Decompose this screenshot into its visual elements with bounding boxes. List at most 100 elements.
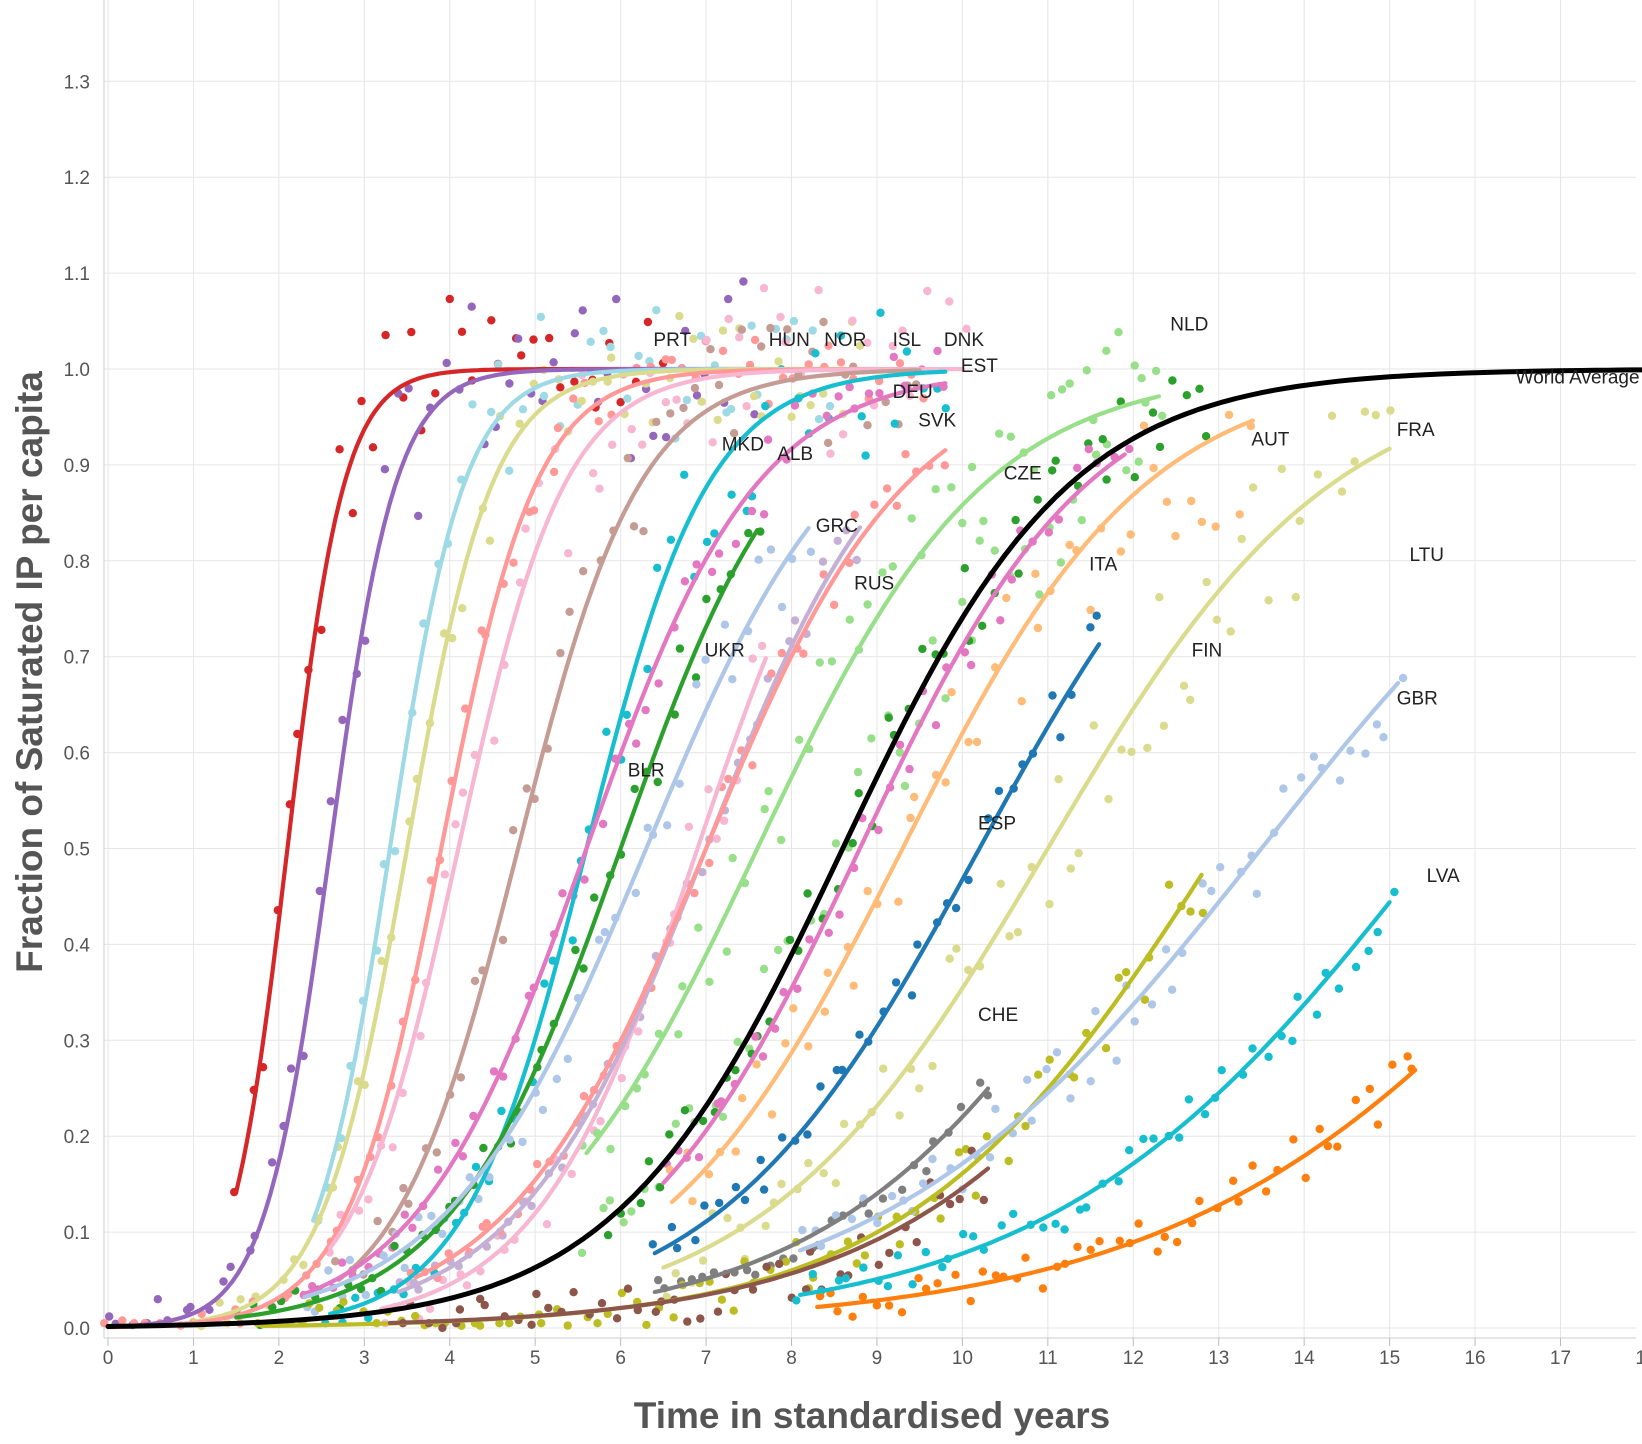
data-point-unnamed [1011, 515, 1020, 525]
data-point-ita [731, 1182, 741, 1192]
data-point-nor [487, 407, 496, 417]
data-point-gbr [1312, 1010, 1322, 1019]
data-point-che [623, 1284, 633, 1293]
y-tick-label: 1.1 [64, 264, 90, 285]
x-tick-label: 8 [786, 1348, 797, 1369]
data-point-isl [697, 397, 706, 406]
data-point-aut [738, 1094, 747, 1103]
data-point-unnamed [805, 935, 814, 944]
data-point-gbr [1200, 1110, 1210, 1119]
data-point-prt [570, 377, 579, 386]
data-point-cze [777, 835, 786, 845]
data-point-lva [978, 1267, 987, 1276]
data-point-hun [692, 391, 702, 400]
data-point-blr [600, 927, 609, 937]
data-point-unnamed [895, 740, 905, 750]
data-point-cze [878, 568, 887, 577]
data-point-dnk [836, 358, 846, 367]
data-point-che [597, 1299, 607, 1308]
data-point-lva [933, 1279, 942, 1288]
x-tick-label: 0 [103, 1348, 114, 1369]
data-point-blr [538, 1105, 548, 1115]
data-point-aut [947, 688, 956, 697]
data-point-cze [1137, 374, 1146, 383]
series-label-fin: FIN [1192, 641, 1223, 662]
data-point-ltu [1147, 1000, 1157, 1009]
series-label-ltu: LTU [1410, 545, 1444, 566]
data-point-mkd [400, 1210, 409, 1219]
data-point-ita [907, 991, 917, 1000]
data-point-ltu [1346, 746, 1355, 755]
data-point-alb [268, 1303, 277, 1312]
data-point-ltu [918, 1179, 928, 1188]
data-point-fra [1127, 747, 1136, 757]
data-point-fra [1104, 794, 1113, 804]
data-point-ltu [1091, 1007, 1100, 1016]
data-point-unnamed [694, 1153, 704, 1162]
data-point-dnk [804, 360, 813, 369]
data-point-rus [527, 1201, 536, 1211]
data-point-lva [884, 1301, 894, 1310]
data-point-fin [717, 1295, 727, 1304]
data-point-fin [971, 1191, 980, 1200]
data-point-mkd [451, 1138, 460, 1148]
data-point-unnamed [1084, 445, 1094, 454]
data-point-lva [858, 1292, 867, 1302]
data-point-est [416, 1031, 425, 1041]
data-point-hun [514, 334, 523, 343]
data-point-ltu [1052, 1048, 1062, 1057]
data-point-aut [1017, 697, 1026, 706]
fit-curve-unnamed [610, 403, 1213, 1219]
data-point-ltu [991, 1104, 1000, 1114]
data-point-nld [867, 734, 876, 743]
data-point-hun [226, 1262, 235, 1272]
data-point-alb [744, 528, 753, 538]
data-point-est [781, 338, 790, 347]
data-point-nor [789, 316, 799, 326]
data-point-unnamed [854, 789, 863, 798]
y-tick-labels: 0.0 0.1 0.2 0.3 0.4 0.5 0.6 0.7 0.8 0.9 1.0 1.1 1.2 1… [64, 72, 91, 1340]
data-point-gbr [859, 1263, 868, 1272]
data-point-est [458, 788, 468, 797]
data-point-fin [895, 1240, 904, 1249]
data-point-cze [845, 615, 854, 624]
data-point-mkd [632, 739, 641, 748]
data-point-lva [1333, 1142, 1342, 1151]
data-point-aut [789, 1004, 798, 1013]
data-point-che [527, 1320, 536, 1330]
data-point-fin [1198, 908, 1208, 918]
y-tick-label: 0.4 [64, 935, 91, 956]
data-point-fra [671, 1269, 680, 1278]
data-point-cze [827, 657, 837, 666]
data-point-cze [815, 658, 824, 667]
data-point-lva [951, 1270, 960, 1280]
data-point-nor [682, 395, 692, 405]
data-point-est [838, 430, 848, 439]
country-labels: PRT HUN NOR ISL DNK EST DEU SVK MKD ALB BLR UKR RUS G… [628, 315, 1640, 1026]
data-point-aut [823, 968, 832, 977]
data-point-cze [1057, 385, 1067, 394]
data-point-mkd [864, 389, 874, 398]
data-point-ita [994, 786, 1004, 796]
data-point-fra [723, 1213, 732, 1223]
data-point-nor [494, 360, 503, 369]
data-point-gbr [1114, 1177, 1123, 1186]
data-point-blr [438, 1229, 447, 1239]
data-point-aut [731, 1147, 740, 1156]
data-point-prt [643, 317, 653, 327]
data-point-mkd [680, 577, 690, 586]
data-point-aut [1211, 522, 1220, 531]
data-point-isl [485, 536, 495, 545]
data-point-fra [1066, 864, 1076, 873]
data-point-mkd [747, 506, 757, 516]
data-point-cze [674, 1030, 683, 1039]
data-point-nld [1151, 366, 1161, 376]
data-point-deu [679, 403, 688, 413]
data-point-isl [750, 391, 759, 401]
data-point-aut [964, 737, 973, 747]
data-point-alb [630, 784, 639, 794]
data-point-hun [750, 410, 759, 419]
data-point-che [683, 1317, 692, 1326]
x-tick-label: 3 [359, 1348, 370, 1369]
data-point-aut [1002, 593, 1011, 603]
